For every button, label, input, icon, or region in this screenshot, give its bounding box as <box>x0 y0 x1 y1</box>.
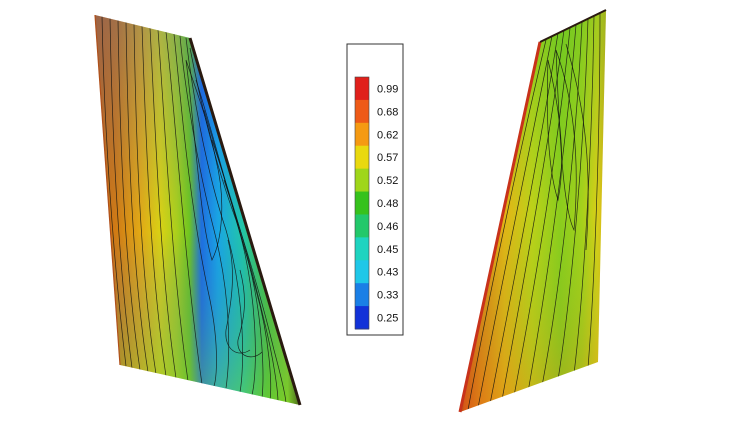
left-blade-shade <box>95 15 300 405</box>
colorbar-label: 0.52 <box>377 175 398 187</box>
colorbar-swatch <box>355 306 369 330</box>
colorbar-swatch <box>355 122 369 147</box>
colorbar-label: 0.62 <box>377 129 398 141</box>
colorbar-label: 0.68 <box>377 106 398 118</box>
colorbar-swatch <box>355 99 369 124</box>
colorbar-label: 0.48 <box>377 198 398 210</box>
colorbar-swatch <box>355 145 369 170</box>
colorbar-swatch <box>355 77 369 101</box>
right-blade-surface <box>458 9 607 413</box>
colorbar-label: 0.45 <box>377 244 398 256</box>
colorbar-swatch <box>355 260 369 284</box>
colorbar-swatches <box>354 76 370 330</box>
colorbar-labels: 0.99 0.68 0.62 0.57 0.52 0.48 0.46 0.45 0.43 0.33… <box>377 83 398 324</box>
left-blade-contours <box>101 15 287 405</box>
right-blade-leading-edge <box>458 41 542 413</box>
colorbar-swatch <box>355 214 369 238</box>
colorbar-swatch <box>355 191 369 215</box>
colorbar-label: 0.43 <box>377 267 398 279</box>
colorbar-label: 0.25 <box>377 313 398 325</box>
left-blade-surface <box>94 14 302 406</box>
colorbar-border <box>354 76 370 330</box>
colorbar-label: 0.46 <box>377 221 398 233</box>
colorbar-swatch <box>355 237 369 261</box>
colorbar-label: 0.57 <box>377 152 398 164</box>
right-blade-contours <box>467 12 601 411</box>
colorbar-label: 0.99 <box>377 83 398 95</box>
left-blade-trailing-edge <box>188 37 302 406</box>
colorbar-swatch <box>355 283 369 307</box>
colorbar-legend: 0.99 0.68 0.62 0.57 0.52 0.48 0.46 0.45 0.43 0.33… <box>346 43 404 336</box>
colorbar-label: 0.33 <box>377 290 398 302</box>
colorbar-swatch <box>355 168 369 193</box>
right-blade-tip <box>539 9 607 43</box>
left-blade-leading-edge <box>94 14 121 366</box>
